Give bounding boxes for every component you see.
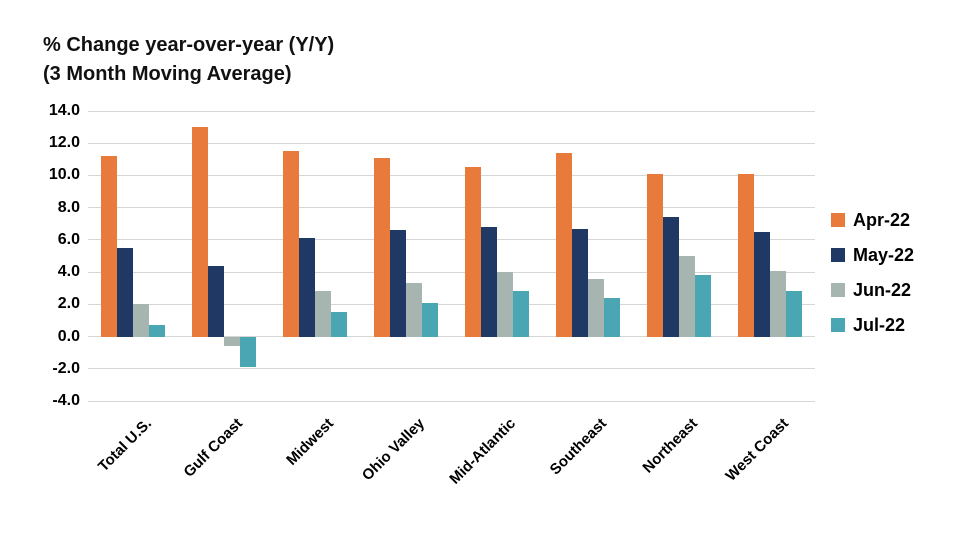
bar-may-22-midwest [299,238,316,337]
gridline-y-10 [88,174,815,176]
y-tick-label-10.0: 10.0 [48,166,80,184]
bar-jun-22-mid-atlantic [496,272,513,337]
y-tick-label--2.0: -2.0 [52,359,80,377]
bar-jun-22-total-u-s- [133,304,150,337]
bar-may-22-gulf-coast [208,265,225,337]
bar-may-22-mid-atlantic [480,227,497,337]
chart-title-line2: (3 Month Moving Average) [43,63,292,85]
gridline-y-14 [88,110,815,112]
y-tick-label-14.0: 14.0 [48,102,80,119]
bar-apr-22-southeast [555,152,572,337]
y-tick-label-6.0: 6.0 [57,230,80,248]
gridline-y-12 [88,142,815,144]
gridline-y--4 [88,400,815,402]
legend-swatch-icon [831,318,845,332]
bar-may-22-ohio-valley [390,230,407,337]
legend-swatch-icon [831,283,845,297]
bar-jun-22-midwest [315,291,332,337]
bar-may-22-northeast [662,217,679,337]
bar-jun-22-southeast [587,278,604,337]
bar-may-22-west-coast [753,231,770,337]
bar-apr-22-northeast [646,173,663,337]
gridline-y-2 [88,303,815,305]
y-tick-label-8.0: 8.0 [57,198,80,216]
gridline-y-4 [88,271,815,273]
bar-jul-22-west-coast [785,291,802,337]
y-tick-label-4.0: 4.0 [57,263,80,281]
chart-title-line1: % Change year-over-year (Y/Y) [43,34,335,56]
bar-apr-22-gulf-coast [192,127,209,337]
y-tick-label--4.0: -4.0 [52,392,80,409]
gridline-y-0 [88,336,815,338]
chart-title: % Change year-over-year (Y/Y) (3 Month M… [43,31,334,89]
legend-label: May-22 [853,244,915,265]
x-category-label-west-coast: West Coast [721,415,792,485]
gridline-y-8 [88,207,815,209]
legend-item-may-22: May-22 [831,245,914,265]
bar-jul-22-southeast [603,297,620,337]
gridline-y--2 [88,368,815,370]
y-tick-label-12.0: 12.0 [48,134,80,152]
y-tick-label-2.0: 2.0 [57,295,80,313]
legend-item-apr-22: Apr-22 [831,210,910,230]
bar-apr-22-ohio-valley [374,157,391,337]
bar-jul-22-total-u-s- [149,325,166,337]
bar-jul-22-northeast [694,275,711,337]
legend-item-jun-22: Jun-22 [831,280,911,300]
legend-swatch-icon [831,248,845,262]
y-tick-label-0.0: 0.0 [57,327,80,345]
bar-jun-22-northeast [678,256,695,337]
bar-jul-22-mid-atlantic [512,291,529,337]
legend-item-jul-22: Jul-22 [831,315,905,335]
bar-jun-22-gulf-coast [224,336,241,347]
legend-label: Apr-22 [853,209,911,230]
bar-may-22-total-u-s- [117,247,134,337]
legend-label: Jul-22 [853,314,906,335]
plot-area [88,110,815,402]
legend-swatch-icon [831,213,845,227]
bar-jul-22-midwest [331,312,348,337]
bar-jun-22-west-coast [769,270,786,337]
bar-jun-22-ohio-valley [406,283,423,337]
bar-may-22-southeast [571,228,588,337]
bar-jul-22-gulf-coast [240,336,257,368]
bar-apr-22-midwest [283,151,300,337]
bar-apr-22-mid-atlantic [464,167,481,337]
bar-apr-22-total-u-s- [101,156,118,337]
legend-label: Jun-22 [853,279,912,300]
bar-jul-22-ohio-valley [422,302,439,337]
gridline-y-6 [88,239,815,241]
bar-apr-22-west-coast [737,173,754,337]
